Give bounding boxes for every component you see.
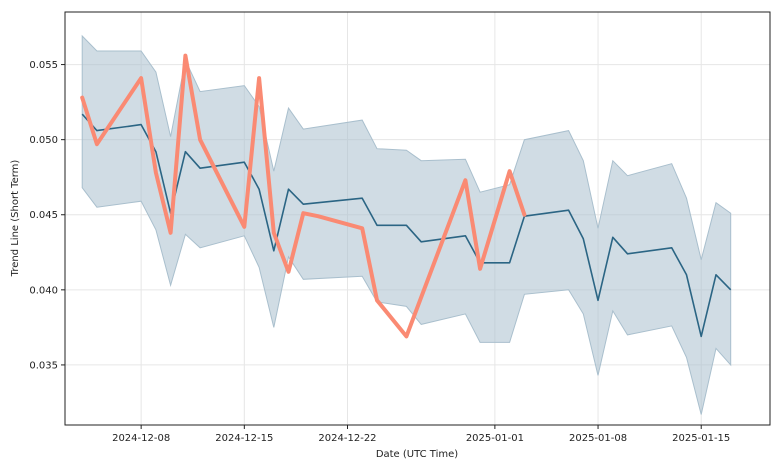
plot-frame: [64, 11, 771, 426]
x-tick-label: 2024-12-08: [112, 433, 170, 444]
x-tick-label: 2025-01-08: [569, 433, 627, 444]
y-tick-label: 0.040: [29, 285, 58, 296]
price-line-series: [80, 53, 527, 339]
trend-line-layer: [81, 113, 732, 338]
x-tick-label: 2025-01-15: [672, 433, 730, 444]
x-tick-label: 2024-12-15: [215, 433, 273, 444]
price-line-layer: [80, 53, 527, 339]
y-tick-label: 0.055: [29, 60, 58, 71]
x-tick-label: 2024-12-22: [318, 433, 376, 444]
trend-line-series: [81, 113, 732, 338]
y-tick-label: 0.045: [29, 210, 58, 221]
y-tick-label: 0.050: [29, 135, 58, 146]
y-axis-title: Trend Line (Short Term): [10, 160, 21, 278]
x-axis-ticks: 2024-12-08 2024-12-15 2024-12-22 2025-01-01…: [112, 425, 730, 444]
x-tick-label: 2025-01-01: [466, 433, 524, 444]
y-axis-ticks: 0.035 0.040 0.045 0.050 0.055: [29, 60, 65, 371]
y-tick-label: 0.035: [29, 360, 58, 371]
x-axis-title: Date (UTC Time): [376, 449, 458, 460]
